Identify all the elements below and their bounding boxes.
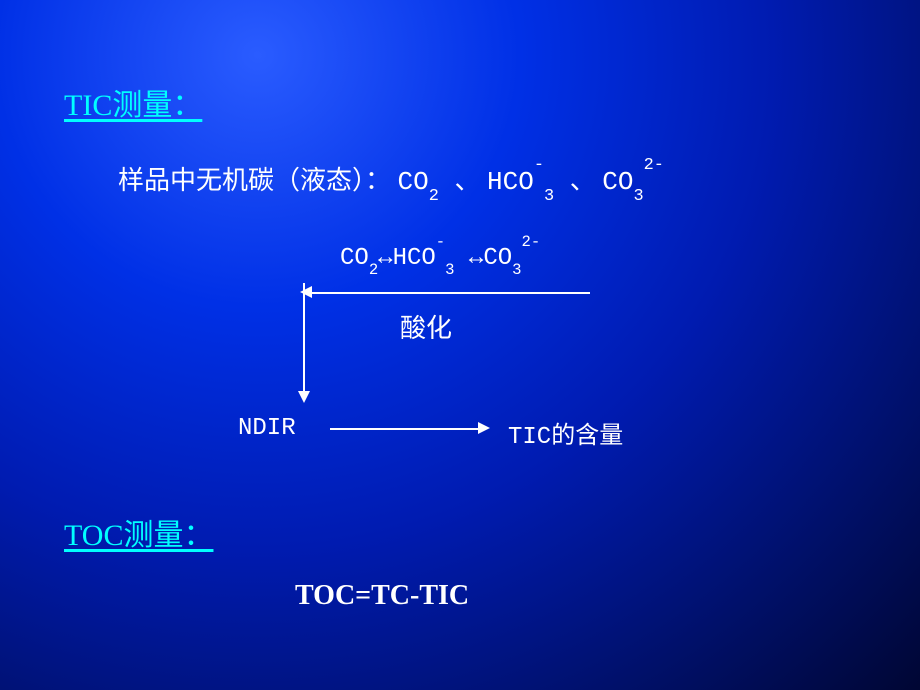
- eq-co3-b: CO: [483, 245, 512, 272]
- acid-label: 酸化: [400, 308, 452, 345]
- arrow-down-line: [303, 283, 305, 393]
- slide-root: TIC测量： 样品中无机碳（液态）： CO2 、 HCO-3 、 CO32- C…: [0, 0, 920, 690]
- sample-hco3-base: HCO: [487, 167, 534, 197]
- equilibrium-line: CO2↔HCO-3 ↔CO32-: [340, 245, 540, 272]
- eq-hco3-sub: 3: [445, 261, 454, 279]
- ndir-text: NDIR: [238, 415, 296, 442]
- eq-co2-s: 2: [369, 261, 378, 279]
- equation-text: TOC=TC-TIC: [295, 580, 469, 611]
- arrow-acid-head: [300, 286, 312, 298]
- arrow-ndir-line: [330, 428, 480, 430]
- sample-co2-base: CO: [398, 167, 429, 197]
- tic-content-text1: TIC的含量: [508, 424, 623, 451]
- sample-co2-sub: 2: [429, 187, 439, 206]
- sample-prefix: 样品中无机碳（液态）：: [118, 166, 391, 195]
- sep2: 、: [570, 166, 596, 195]
- sample-hco3-sub: 3: [544, 187, 554, 206]
- sample-co3: CO32-: [602, 167, 664, 197]
- sample-co3-base: CO: [602, 167, 633, 197]
- sample-hco3: HCO-3: [487, 167, 570, 197]
- eq-co3-sup: 2-: [522, 233, 541, 251]
- ndir-label: NDIR: [238, 415, 296, 442]
- eq-co2-b: CO: [340, 245, 369, 272]
- eq-arr2: ↔: [469, 245, 483, 272]
- eq-co3: CO32-: [483, 245, 540, 272]
- acid-label-text: 酸化: [400, 314, 452, 343]
- eq-hco3-sup: -: [436, 233, 445, 251]
- sep1: 、: [454, 166, 480, 195]
- arrow-acid-line: [310, 292, 590, 294]
- sample-co3-sup: 2-: [644, 156, 664, 175]
- heading-toc: TOC测量：: [64, 510, 213, 554]
- heading-tic: TIC测量：: [64, 80, 202, 124]
- heading-tic-text: TIC测量：: [64, 89, 202, 122]
- sample-co3-sub: 3: [633, 187, 643, 206]
- tic-content-label: TIC的含量: [508, 415, 623, 451]
- eq-hco3: HCO-3: [393, 245, 455, 272]
- sample-line: 样品中无机碳（液态）： CO2 、 HCO-3 、 CO32-: [118, 160, 664, 197]
- sample-co2: CO2: [398, 167, 455, 197]
- heading-toc-text: TOC测量：: [64, 519, 213, 552]
- eq-hco3-b: HCO: [393, 245, 436, 272]
- equation: TOC=TC-TIC: [295, 580, 469, 612]
- sample-hco3-sup: -: [534, 156, 544, 175]
- arrow-down-head: [298, 391, 310, 403]
- eq-co3-sub: 3: [512, 261, 521, 279]
- eq-arr1: ↔: [378, 245, 392, 272]
- eq-co2: CO2: [340, 245, 378, 272]
- arrow-ndir-head: [478, 422, 490, 434]
